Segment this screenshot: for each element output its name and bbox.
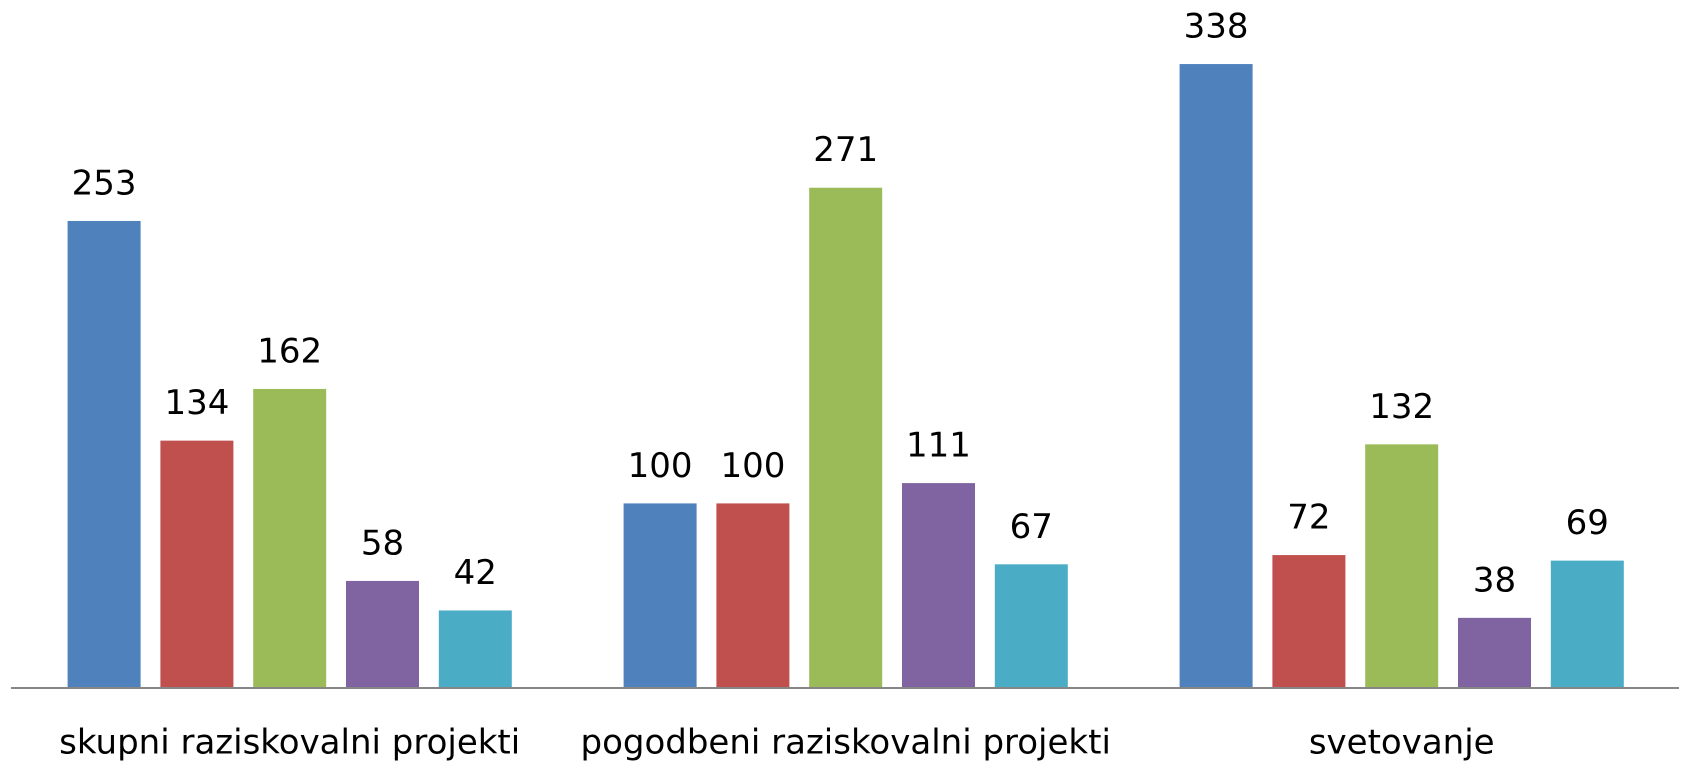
bar [253,388,327,688]
data-label: 69 [1566,503,1609,543]
bar [1550,560,1624,688]
data-label: 253 [72,163,137,203]
data-label: 42 [454,553,497,593]
x-tick-label: svetovanje [1309,723,1495,763]
x-tick-label: skupni raziskovalni projekti [59,723,520,763]
bar [67,220,141,688]
bar [902,483,975,688]
bar [1272,555,1346,688]
data-label: 111 [906,426,971,466]
bar [1179,64,1253,688]
bar [994,564,1068,688]
x-tick-label: pogodbeni raziskovalni projekti [580,723,1110,763]
data-label: 67 [1010,507,1053,547]
bar [716,503,790,688]
bar [623,503,697,688]
data-label: 38 [1473,560,1516,600]
data-label: 134 [164,383,229,423]
data-label: 132 [1369,387,1434,427]
bar [346,580,419,688]
data-label: 100 [720,446,785,486]
data-label: 58 [361,523,404,563]
data-label: 100 [628,446,693,486]
data-label: 338 [1184,7,1249,47]
bar [1365,444,1439,688]
data-label: 72 [1287,498,1330,538]
bar [809,187,883,688]
data-label: 271 [813,130,878,170]
data-label: 162 [257,331,322,371]
bar [438,610,512,688]
bar [160,440,234,688]
bar [1458,617,1531,688]
